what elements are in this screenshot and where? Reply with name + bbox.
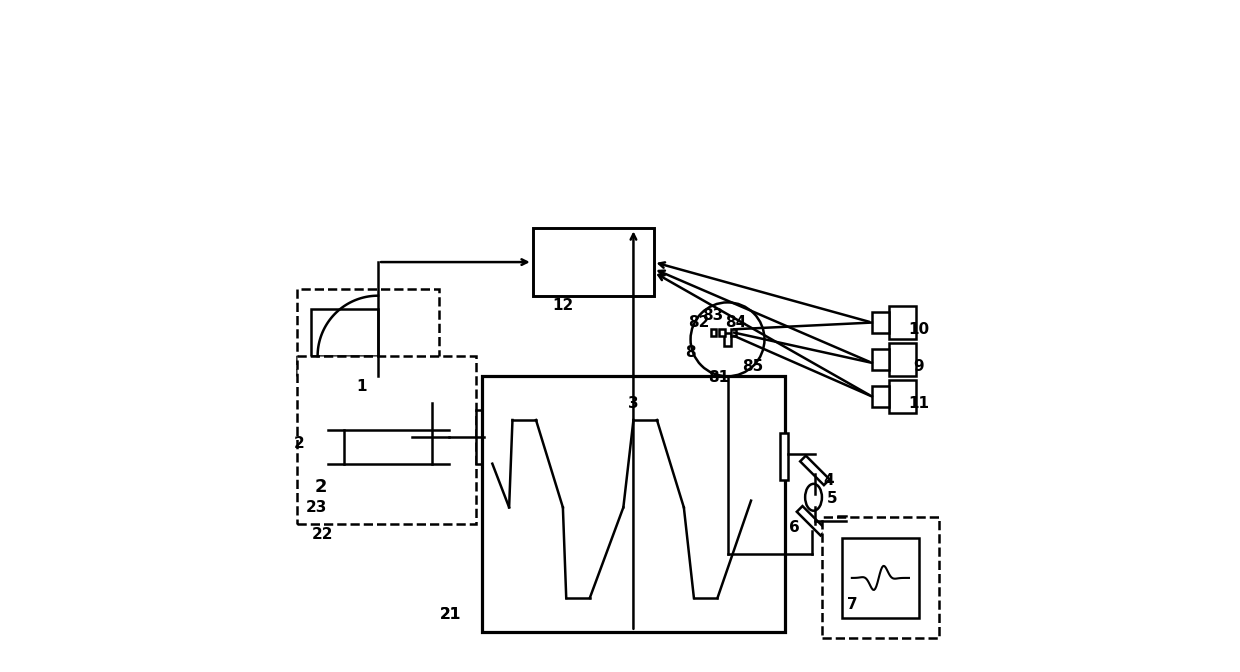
Text: 5: 5 [826, 491, 837, 506]
Text: 11: 11 [909, 396, 930, 411]
Bar [889, 343, 915, 376]
Bar [482, 376, 785, 632]
Bar [730, 329, 737, 336]
Text: 7: 7 [847, 597, 857, 612]
Text: 12: 12 [552, 298, 574, 313]
Text: 3: 3 [629, 396, 639, 411]
Bar [800, 456, 830, 485]
Text: 21: 21 [440, 607, 461, 622]
Text: 21: 21 [440, 607, 461, 622]
Bar [574, 585, 605, 599]
Text: 85: 85 [742, 359, 763, 374]
Bar [642, 585, 672, 599]
Bar [635, 412, 666, 427]
Text: 81: 81 [708, 370, 729, 385]
Bar [548, 493, 578, 522]
Bar [311, 309, 378, 356]
Text: 1: 1 [356, 379, 367, 394]
Text: 6: 6 [790, 520, 800, 535]
Bar [507, 412, 538, 427]
Bar [507, 585, 538, 599]
Bar [719, 329, 725, 336]
Bar [724, 333, 730, 346]
Bar [568, 412, 598, 427]
Bar [780, 433, 787, 480]
Bar [609, 493, 639, 522]
Text: 8: 8 [686, 345, 696, 360]
Text: 83: 83 [702, 308, 723, 323]
Bar [491, 493, 521, 522]
Text: 23: 23 [305, 500, 327, 515]
Bar [475, 410, 484, 464]
Bar [711, 329, 715, 336]
Bar [838, 516, 847, 524]
Bar [872, 386, 889, 407]
Bar [298, 289, 439, 376]
Bar [842, 538, 919, 618]
Bar [822, 517, 939, 638]
Bar [889, 380, 915, 413]
Text: 10: 10 [909, 322, 930, 337]
Ellipse shape [805, 484, 822, 511]
Bar [533, 228, 653, 296]
Text: 4: 4 [823, 473, 833, 488]
Bar [872, 312, 889, 333]
Text: 22: 22 [312, 527, 334, 542]
Bar [872, 349, 889, 370]
Bar [670, 493, 698, 522]
Text: 9: 9 [914, 359, 924, 374]
Text: 82: 82 [688, 315, 711, 330]
Text: 2: 2 [294, 436, 305, 451]
Bar [797, 506, 826, 536]
Bar [298, 356, 475, 524]
Bar [889, 306, 915, 339]
Text: 84: 84 [725, 315, 746, 330]
Text: 2: 2 [315, 478, 327, 496]
